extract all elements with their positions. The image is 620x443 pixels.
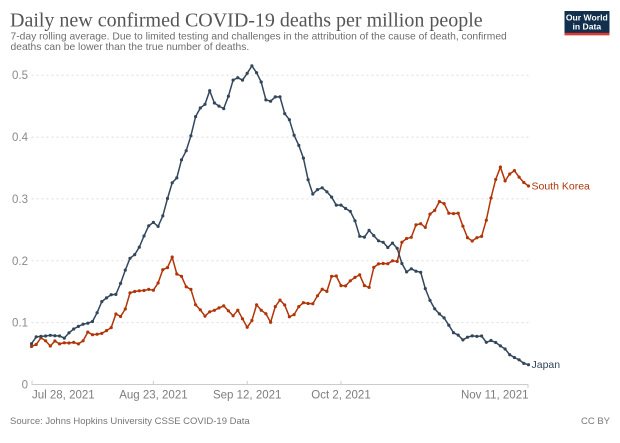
svg-text:0.1: 0.1 [12, 318, 28, 330]
svg-text:CC BY: CC BY [581, 416, 611, 427]
svg-text:Japan: Japan [532, 359, 561, 371]
svg-text:in Data: in Data [572, 22, 601, 32]
svg-text:Our World: Our World [566, 13, 608, 23]
svg-text:Daily new confirmed COVID-19 d: Daily new confirmed COVID-19 deaths per … [10, 10, 483, 32]
svg-text:0.2: 0.2 [12, 256, 28, 268]
svg-text:0.4: 0.4 [12, 132, 29, 144]
svg-text:Jul 28, 2021: Jul 28, 2021 [32, 390, 95, 402]
svg-text:Sep 12, 2021: Sep 12, 2021 [213, 390, 281, 402]
svg-text:Oct 2, 2021: Oct 2, 2021 [311, 390, 370, 402]
svg-text:0.3: 0.3 [12, 194, 28, 206]
svg-text:0.5: 0.5 [12, 70, 28, 82]
svg-text:South Korea: South Korea [532, 181, 591, 193]
svg-text:7-day rolling average. Due to: 7-day rolling average. Due to limited te… [11, 32, 508, 43]
svg-text:Nov 11, 2021: Nov 11, 2021 [461, 390, 529, 402]
svg-text:Source: Johns Hopkins Universi: Source: Johns Hopkins University CSSE CO… [10, 416, 250, 427]
svg-text:Aug 23, 2021: Aug 23, 2021 [119, 390, 187, 402]
svg-text:0: 0 [22, 380, 28, 392]
svg-text:deaths can be lower than the t: deaths can be lower than the true number… [11, 42, 250, 53]
